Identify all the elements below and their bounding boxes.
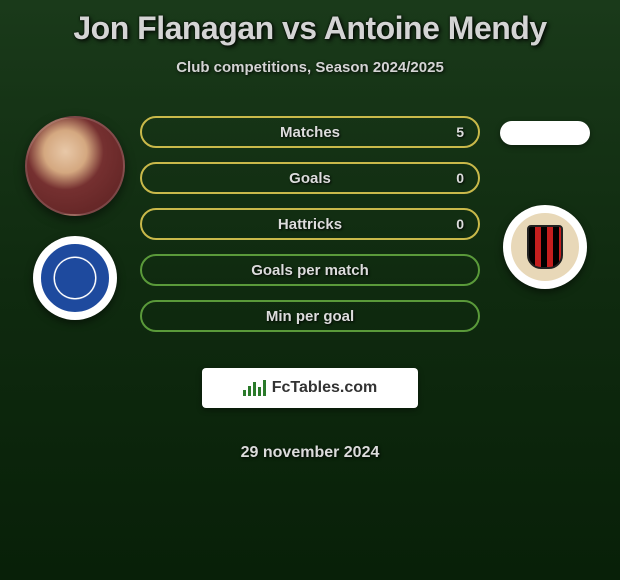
- fctables-badge[interactable]: FcTables.com: [202, 368, 418, 408]
- stat-label: Goals per match: [251, 262, 369, 279]
- right-player-col: [495, 106, 595, 289]
- stat-row-goals: Goals 0: [140, 162, 480, 194]
- stat-right-value: 0: [456, 216, 464, 232]
- left-player-col: [25, 106, 125, 320]
- subtitle: Club competitions, Season 2024/2025: [0, 59, 620, 76]
- stat-row-hattricks: Hattricks 0: [140, 208, 480, 240]
- stat-row-matches: Matches 5: [140, 116, 480, 148]
- stat-row-goals-per-match: Goals per match: [140, 254, 480, 286]
- content-row: Matches 5 Goals 0 Hattricks 0 Goals per …: [0, 106, 620, 462]
- stats-column: Matches 5 Goals 0 Hattricks 0 Goals per …: [140, 106, 480, 462]
- stat-right-value: 5: [456, 124, 464, 140]
- branding-text: FcTables.com: [272, 379, 378, 397]
- stat-label: Min per goal: [266, 308, 354, 325]
- rangers-crest-icon: [41, 244, 109, 312]
- page-title: Jon Flanagan vs Antoine Mendy: [0, 10, 620, 47]
- stat-label: Goals: [289, 170, 331, 187]
- comparison-card: Jon Flanagan vs Antoine Mendy Club compe…: [0, 0, 620, 462]
- date-line: 29 november 2024: [140, 444, 480, 462]
- player-photo-left: [25, 116, 125, 216]
- player-photo-right: [500, 121, 590, 145]
- club-badge-right: [503, 205, 587, 289]
- stat-row-min-per-goal: Min per goal: [140, 300, 480, 332]
- stat-right-value: 0: [456, 170, 464, 186]
- club-badge-left: [33, 236, 117, 320]
- stat-label: Hattricks: [278, 216, 342, 233]
- bars-icon: [243, 380, 266, 396]
- stat-label: Matches: [280, 124, 340, 141]
- nice-crest-icon: [511, 213, 579, 281]
